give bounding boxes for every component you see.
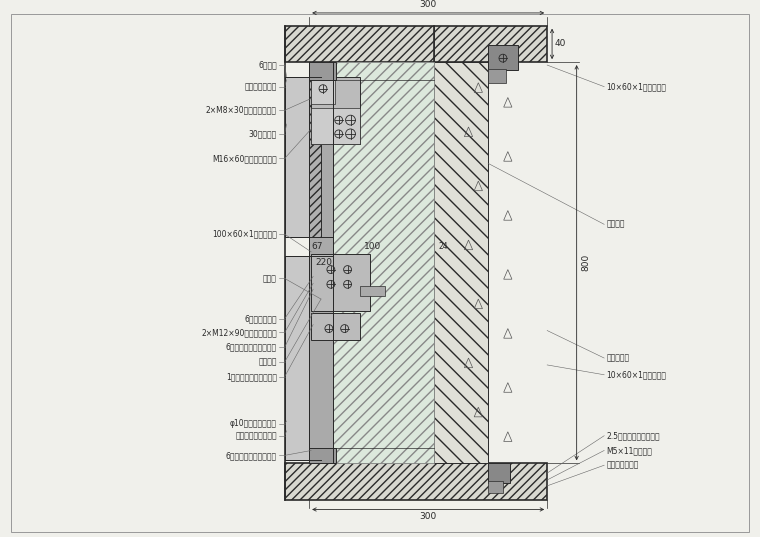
Text: 67: 67 [312,242,323,251]
Text: M16×60不锈钢衬套螺栓: M16×60不锈钢衬套螺栓 [212,154,277,163]
Bar [311,108,360,144]
Bar [311,77,334,104]
Text: 2×M12×90不锈钢衬套螺栓: 2×M12×90不锈钢衬套螺栓 [201,328,277,337]
Bar [309,62,336,80]
Text: 橡皮件: 橡皮件 [263,274,277,283]
Bar [309,447,336,463]
Bar [311,254,370,311]
Text: 10×60×1镀锌钢方管: 10×60×1镀锌钢方管 [606,371,667,379]
Text: 30厚花岗岩: 30厚花岗岩 [249,129,277,139]
Text: 1厚铝合金石材专用挂件: 1厚铝合金石材专用挂件 [226,372,277,381]
Bar [360,286,385,296]
Text: 40: 40 [555,39,566,48]
Bar [285,463,547,499]
Text: 10×60×1镀锌钢方管: 10×60×1镀锌钢方管 [606,82,667,91]
Bar [434,62,488,463]
Text: 2.5层板底凹板折弯边板: 2.5层板底凹板折弯边板 [606,431,660,440]
Bar [309,77,321,237]
Text: 氯磺涂层合并片: 氯磺涂层合并片 [606,461,638,470]
Text: M5×11圆心膨钉: M5×11圆心膨钉 [606,446,652,455]
Text: 石材专用密封胶: 石材专用密封胶 [245,82,277,91]
Text: 100: 100 [363,242,381,251]
Bar [311,313,360,340]
Bar [285,77,309,237]
Text: 300: 300 [420,0,437,9]
Bar [285,256,309,460]
Bar [488,69,506,83]
Text: 6厚铝合金石材专用挂件: 6厚铝合金石材专用挂件 [226,343,277,352]
Bar [488,463,510,483]
Text: 24: 24 [439,242,448,251]
Text: 6厚镀锌钢挂件: 6厚镀锌钢挂件 [244,314,277,323]
Text: 6号泡剂: 6号泡剂 [258,61,277,70]
Bar [285,26,434,62]
Text: 800: 800 [581,254,591,271]
Bar [333,62,434,463]
Text: 石材专用密封填缝胶: 石材专用密封填缝胶 [235,431,277,440]
Text: 上层砼体: 上层砼体 [606,220,625,229]
Text: 内墙顶见座: 内墙顶见座 [606,353,629,362]
Bar [309,64,333,461]
Text: 2×M8×30不锈钢对穿螺栓: 2×M8×30不锈钢对穿螺栓 [206,106,277,115]
Text: 100×60×1镀锌钢方管: 100×60×1镀锌钢方管 [212,230,277,238]
Text: φ10聚乙烯发泡插杆: φ10聚乙烯发泡插杆 [230,419,277,429]
Bar [488,46,518,70]
Text: 6厚石材专用铝合金挂件: 6厚石材专用铝合金挂件 [226,451,277,460]
Text: 300: 300 [420,512,437,521]
Bar [311,77,360,144]
Bar [434,26,547,62]
Text: 220: 220 [315,258,332,267]
Bar [488,481,503,493]
Text: 环氧树脂: 环氧树脂 [258,358,277,366]
